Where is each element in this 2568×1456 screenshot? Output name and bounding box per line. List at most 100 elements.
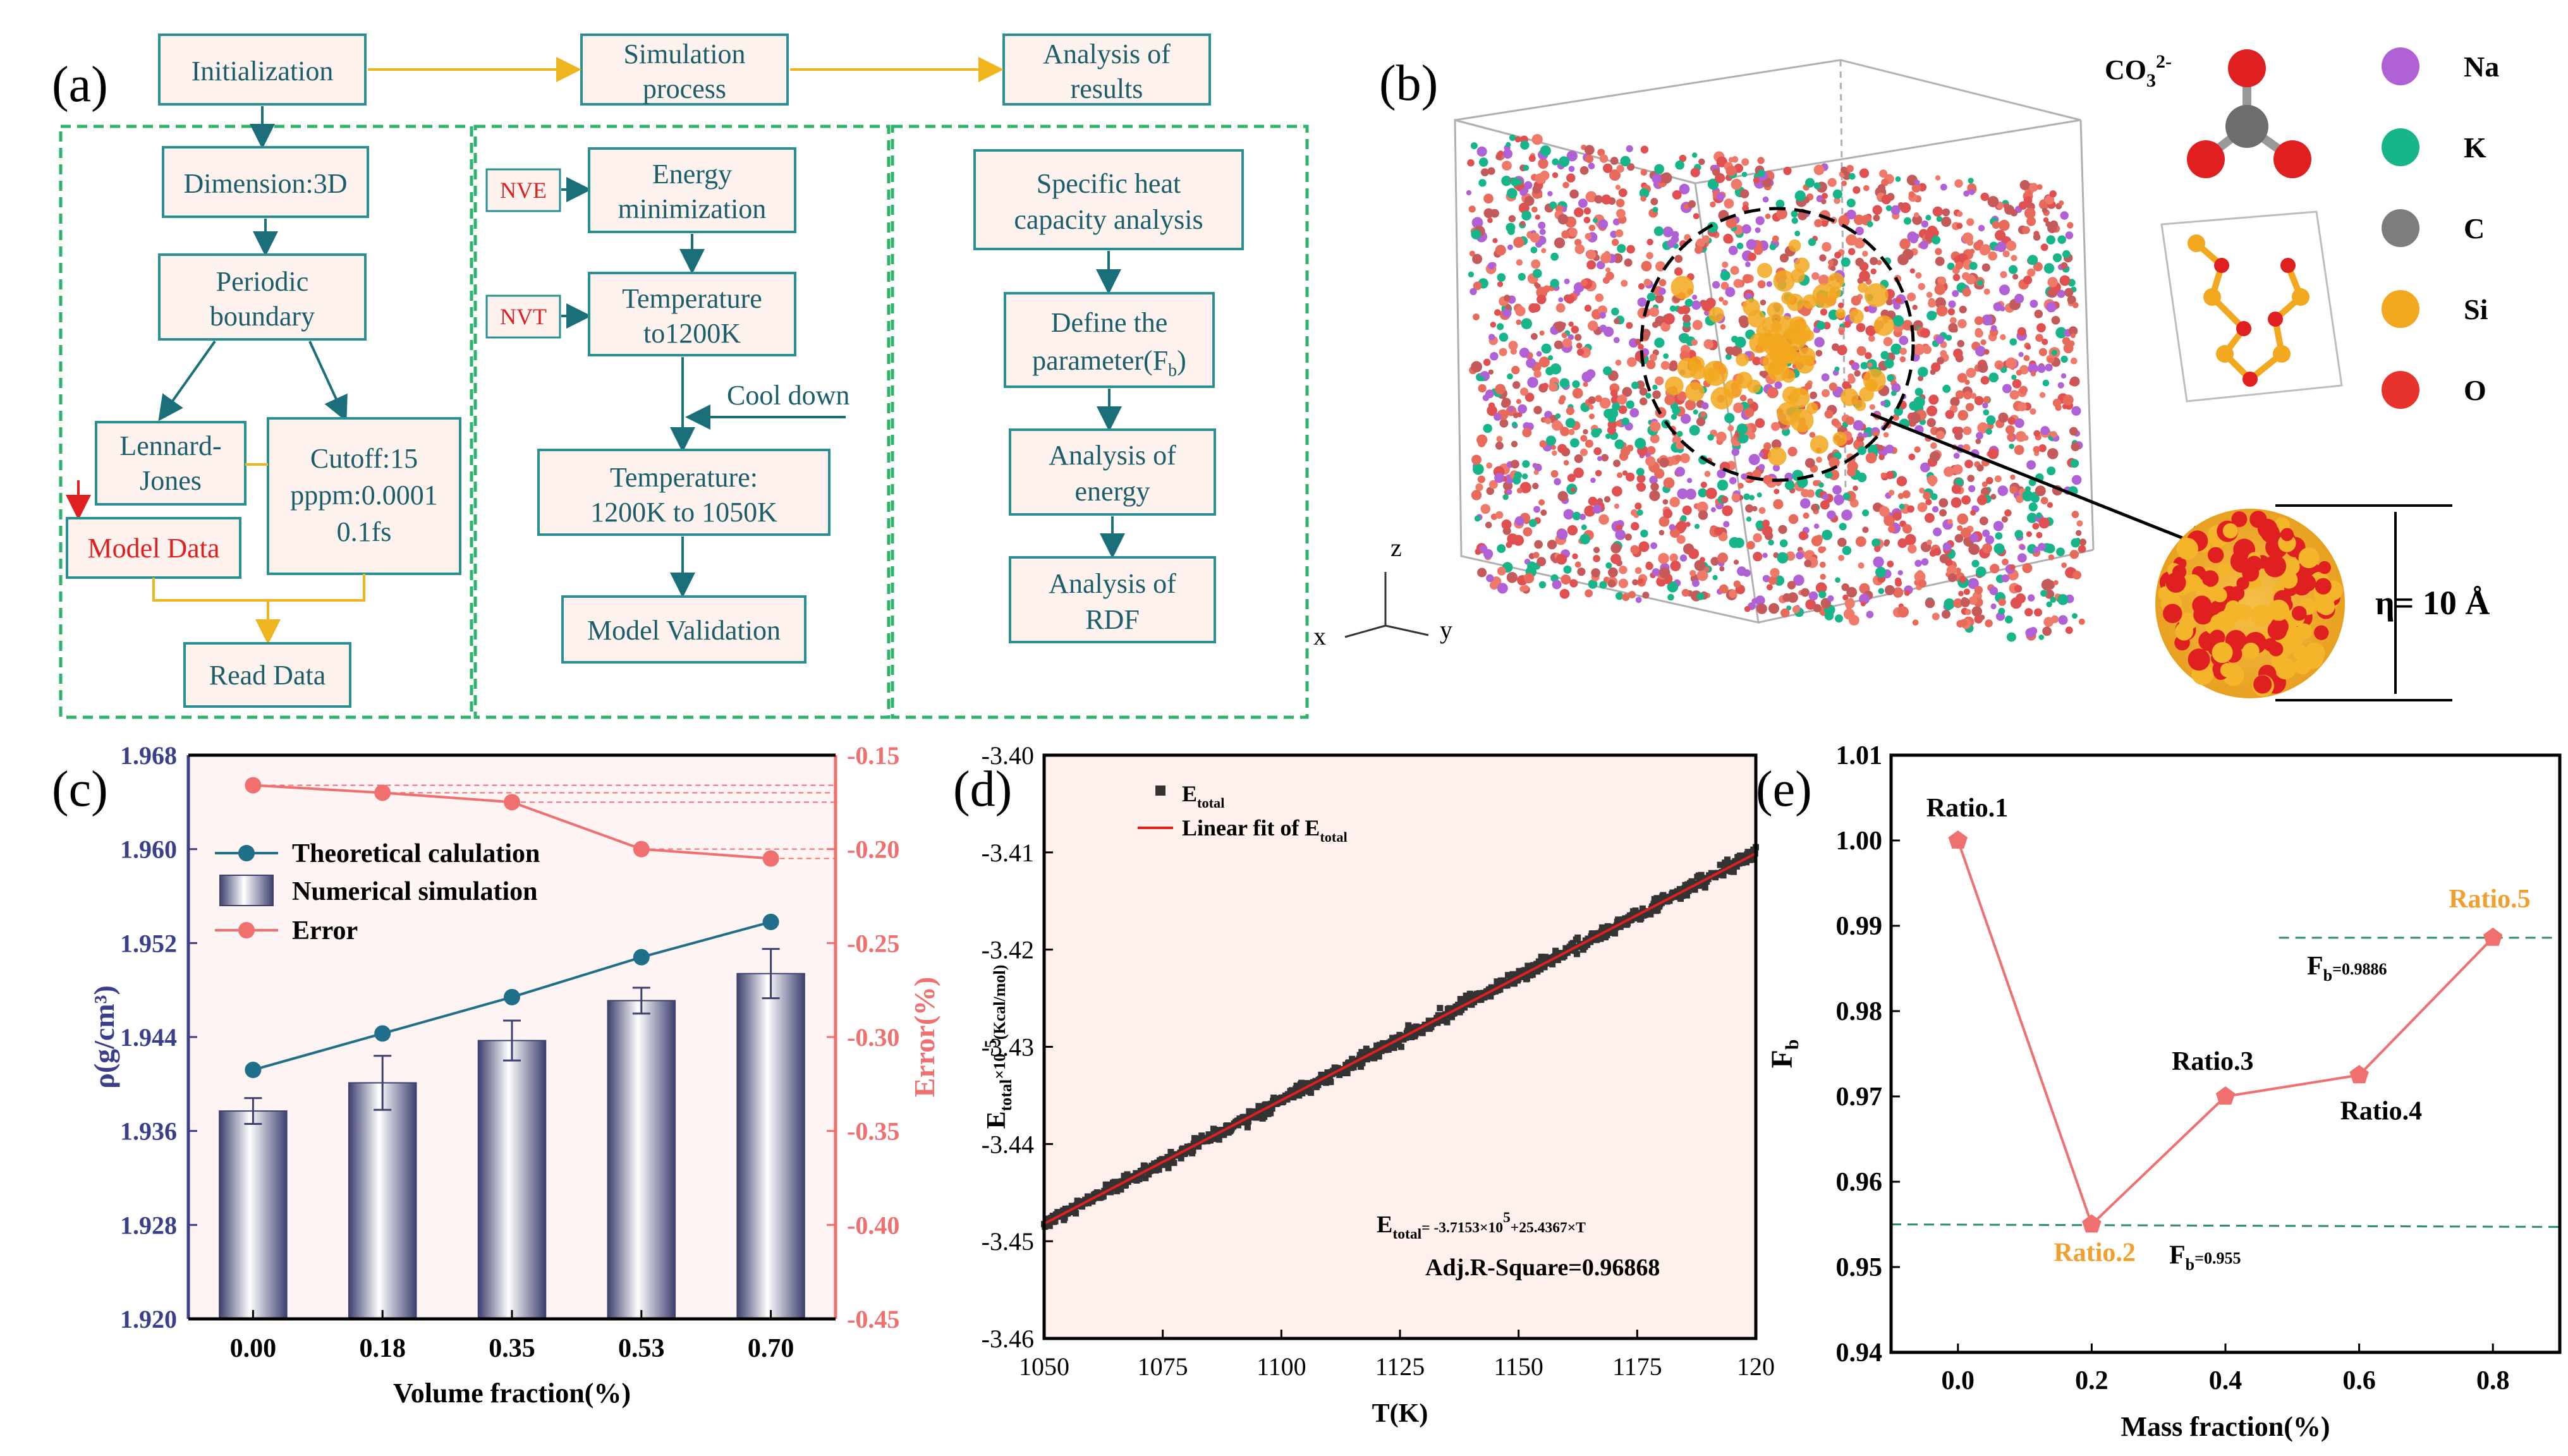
- chart-d-point: [1463, 995, 1470, 1002]
- chart-d-point: [1524, 975, 1530, 982]
- chart-d-xtick-label: 1175: [1612, 1352, 1662, 1381]
- temp-1200-text-2: to1200K: [643, 318, 741, 349]
- chart-d-point: [1679, 890, 1686, 897]
- chart-d-xtick-label: 1150: [1494, 1352, 1543, 1381]
- chart-e-point-label: Ratio.2: [2054, 1239, 2136, 1268]
- chart-d-point: [1437, 1005, 1444, 1012]
- chart-c-ytick-label: 1.968: [120, 741, 177, 770]
- cutoff-text-2: pppm:0.0001: [290, 480, 437, 511]
- chart-d-point: [1519, 974, 1526, 980]
- chart-d-point: [1319, 1072, 1326, 1079]
- chart-d-ytick-label: -3.40: [982, 741, 1034, 770]
- chart-d-ytick-label: -3.44: [982, 1130, 1034, 1158]
- chart-d-point: [1720, 872, 1727, 879]
- temp-range-text-2: 1200K to 1050K: [590, 497, 777, 528]
- model-data-box: [66, 517, 241, 579]
- panel-a: (a) Initialization Simulation process An…: [52, 33, 1309, 719]
- chart-d-ytick-label: -3.42: [982, 936, 1034, 964]
- chart-d-point: [1685, 887, 1692, 894]
- chart-d-point: [1405, 1022, 1412, 1029]
- sim-box: [580, 33, 789, 106]
- chart-c-legend-error: Error: [292, 916, 358, 945]
- chart-d-point: [1167, 1149, 1174, 1155]
- chart-d-point: [1211, 1136, 1218, 1143]
- dimension-box: [162, 146, 369, 218]
- chart-d-point: [1255, 1112, 1262, 1119]
- chart-c-bar: [219, 1110, 288, 1320]
- nvt-text: NVT: [500, 304, 547, 329]
- chart-d-xlabel: T(K): [1372, 1399, 1428, 1428]
- lj-box: [95, 421, 246, 506]
- chart-d-legend-fit: Linear fit of Etotal: [1182, 815, 1348, 845]
- chart-c-xtick-label: 0.53: [618, 1334, 665, 1363]
- chart-d-point: [1617, 923, 1624, 930]
- axis-z-label: z: [1390, 533, 1402, 562]
- analysis-text-1: Analysis of: [1043, 39, 1171, 70]
- chart-d-point: [1647, 911, 1654, 918]
- chart-d-point: [1195, 1143, 1202, 1150]
- chart-d-xtick-label: 1075: [1138, 1352, 1188, 1381]
- cutoff-box: [267, 417, 461, 575]
- chart-d-point: [1305, 1081, 1311, 1088]
- chart-d-legend-etotal: Etotal: [1182, 781, 1224, 811]
- chart-d-point: [1136, 1175, 1143, 1182]
- periodic-box: [158, 253, 367, 341]
- chart-d-point: [1293, 1083, 1300, 1089]
- chart-c-ytick-right-label: -0.30: [847, 1023, 899, 1052]
- nvt-box: [485, 294, 561, 339]
- legend-label-c: C: [2464, 212, 2485, 245]
- atoms-cloud: [1466, 134, 2086, 642]
- chart-d-point: [1428, 1024, 1435, 1031]
- chart-d-point: [1730, 868, 1737, 875]
- chart-c-ytick-right-label: -0.20: [847, 835, 899, 864]
- chart-d-point: [1289, 1087, 1295, 1094]
- chart-d-point: [1107, 1189, 1114, 1196]
- chart-d-point: [1660, 892, 1667, 899]
- chart-d-ytick-label: -3.46: [982, 1325, 1034, 1353]
- chart-c-ytick-right-label: -0.40: [847, 1211, 899, 1239]
- chart-e-ytick-label: 0.97: [1836, 1083, 1883, 1112]
- chart-c-legend-bar: [219, 875, 274, 906]
- chart-d-point: [1234, 1122, 1241, 1129]
- chart-c-ytick-label: 1.960: [120, 835, 177, 864]
- legend-atom-na: [2382, 47, 2419, 85]
- chart-d-point: [1529, 971, 1536, 978]
- chart-d-point: [1597, 935, 1604, 942]
- chart-d-point: [1569, 940, 1576, 947]
- chart-d-point: [1504, 982, 1511, 989]
- nve-text: NVE: [500, 178, 547, 203]
- co3-label: CO32-: [2105, 51, 2172, 91]
- temp-1200-box: [588, 272, 796, 356]
- init-text: Initialization: [192, 56, 334, 87]
- panel-label-d: (d): [953, 761, 1012, 817]
- chart-d-point: [1155, 1166, 1162, 1173]
- chart-d-point: [1167, 1159, 1174, 1166]
- define-param-text-2: parameter(Fb): [1032, 345, 1186, 380]
- chart-d-legend-square: [1155, 786, 1165, 796]
- chart-d-point: [1599, 924, 1605, 931]
- chart-d-point: [1255, 1103, 1262, 1110]
- chart-c-xtick-label: 0.35: [489, 1334, 535, 1363]
- chart-d-point: [1308, 1089, 1315, 1096]
- axis-x-label: x: [1313, 622, 1326, 650]
- chart-c-ytick-label: 1.928: [120, 1211, 177, 1239]
- chart-d-point: [1244, 1124, 1251, 1131]
- chart-d-point: [1261, 1113, 1268, 1120]
- chart-d-xtick-label: 1100: [1257, 1352, 1306, 1381]
- chart-d-point: [1538, 954, 1545, 961]
- chart-c-ytick-label: 1.920: [120, 1305, 177, 1333]
- panel-label-b: (b): [1379, 56, 1438, 111]
- chart-d-point: [1461, 1004, 1468, 1011]
- legend-atom-si: [2382, 290, 2419, 328]
- chart-d-point: [1245, 1118, 1252, 1125]
- chart-c-xtick-label: 0.00: [230, 1334, 277, 1363]
- energy-analysis-text-2: energy: [1075, 476, 1150, 507]
- chart-c-legend-marker: [238, 845, 255, 861]
- chart-d-fit-line: [1044, 852, 1756, 1225]
- chart-d-point: [1358, 1063, 1364, 1070]
- chart-c-error-point: [762, 850, 779, 867]
- chart-d-point: [1554, 957, 1561, 964]
- chart-d-point: [1654, 907, 1661, 914]
- chart-d-point: [1117, 1186, 1124, 1193]
